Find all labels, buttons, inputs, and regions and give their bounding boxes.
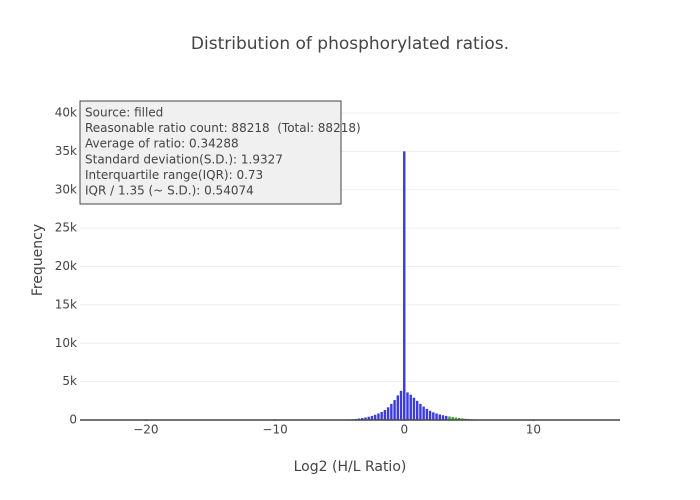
bar xyxy=(419,403,422,420)
annotation-box xyxy=(79,100,342,205)
bar xyxy=(457,418,461,420)
x-tick-label: 10 xyxy=(526,423,541,437)
bar xyxy=(396,395,400,420)
x-tick-label: 0 xyxy=(400,423,408,437)
bar xyxy=(435,413,438,420)
bar xyxy=(386,407,390,420)
bar xyxy=(448,416,451,420)
bar xyxy=(370,415,374,420)
annotation-line: Interquartile range(IQR): 0.73 xyxy=(85,168,263,182)
bar xyxy=(373,414,377,420)
bar xyxy=(361,418,364,420)
y-tick-label: 40k xyxy=(55,106,77,120)
bar xyxy=(451,417,454,420)
bar xyxy=(412,397,416,420)
bar xyxy=(441,415,445,420)
annotation-line: Standard deviation(S.D.): 1.9327 xyxy=(85,152,283,166)
bar xyxy=(461,418,464,420)
bar xyxy=(438,414,441,420)
x-tick-label: −20 xyxy=(133,423,158,437)
bar xyxy=(383,410,387,420)
bar xyxy=(364,417,367,420)
bar xyxy=(445,415,448,420)
y-axis-title: Frequency xyxy=(30,224,46,296)
bar xyxy=(454,417,458,420)
annotation-line: Source: filled xyxy=(85,106,163,120)
x-tick-label: −10 xyxy=(262,423,287,437)
bar xyxy=(425,408,429,420)
bar xyxy=(390,403,393,420)
bar xyxy=(409,394,412,420)
bar xyxy=(432,412,435,420)
bar xyxy=(377,413,380,420)
bar xyxy=(428,410,432,420)
y-tick-label: 0 xyxy=(69,413,77,427)
bar xyxy=(367,416,370,420)
bar xyxy=(406,392,409,420)
bar xyxy=(403,151,406,420)
y-tick-label: 25k xyxy=(55,221,77,235)
bar xyxy=(399,390,403,420)
bar xyxy=(422,406,425,420)
y-tick-label: 30k xyxy=(55,182,77,196)
y-tick-label: 35k xyxy=(55,144,77,158)
chart-title: Distribution of phosphorylated ratios. xyxy=(191,34,509,54)
y-tick-label: 10k xyxy=(55,336,77,350)
bar xyxy=(380,411,383,420)
bar xyxy=(393,400,396,420)
y-tick-label: 20k xyxy=(55,259,77,273)
bar xyxy=(415,400,419,420)
x-axis-title: Log2 (H/L Ratio) xyxy=(294,459,407,475)
annotation-line: IQR / 1.35 (~ S.D.): 0.54074 xyxy=(85,184,254,198)
annotation-line: Reasonable ratio count: 88218 (Total: 88… xyxy=(85,121,361,135)
annotation-line: Average of ratio: 0.34288 xyxy=(85,137,239,151)
y-tick-label: 5k xyxy=(62,374,77,388)
y-tick-label: 15k xyxy=(55,297,77,311)
